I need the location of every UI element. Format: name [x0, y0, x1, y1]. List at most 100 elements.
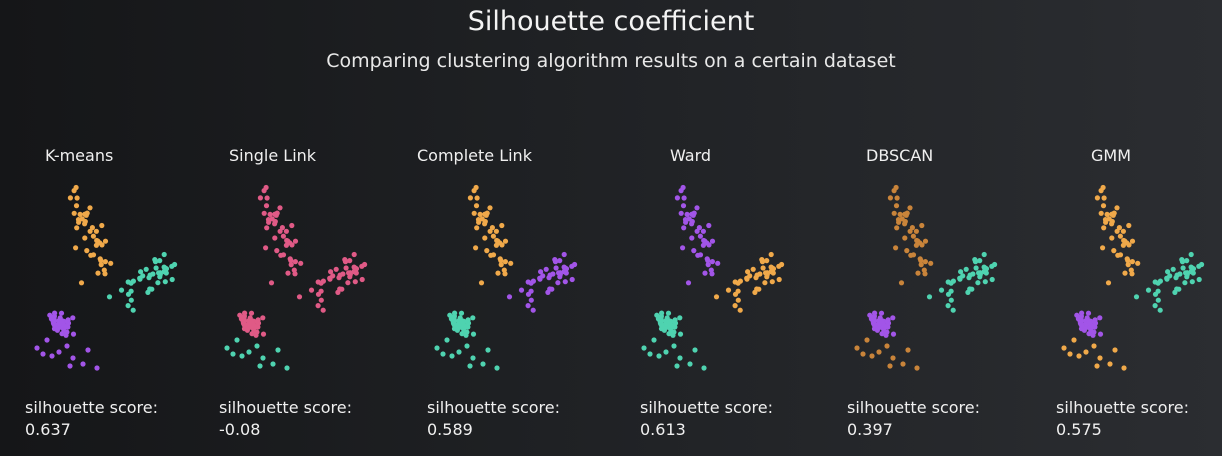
scatter-point [685, 280, 692, 286]
scatter-point [569, 276, 575, 283]
scatter-point [677, 315, 683, 321]
scatter-point [1199, 261, 1205, 268]
scatter-point [467, 195, 473, 201]
scatter-point [470, 331, 477, 337]
scatter-point [1114, 228, 1120, 234]
panel-title: GMM [1091, 146, 1132, 165]
scatter-point [161, 251, 167, 258]
scatter-point [1114, 205, 1120, 211]
scatter-point [52, 323, 58, 329]
scatter-point [318, 297, 324, 303]
scatter-point [74, 195, 80, 201]
scatter-point [1152, 303, 1158, 309]
scatter-point [674, 363, 680, 369]
scatter-point [654, 312, 660, 318]
scatter-point [885, 317, 891, 323]
scatter-point [98, 262, 104, 268]
scatter-point [172, 261, 178, 268]
scatter-point [1101, 225, 1107, 231]
scatter-point [914, 237, 920, 244]
scatter-point [241, 318, 248, 324]
scatter-point [162, 279, 168, 285]
scatter-point [474, 225, 480, 231]
score-block: silhouette score: 0.397 [847, 397, 980, 441]
scatter-point [40, 351, 46, 357]
scatter-point [506, 294, 513, 300]
scatter-point [902, 218, 908, 225]
scatter-point [680, 203, 687, 209]
scatter-point [474, 195, 480, 201]
scatter-point [56, 349, 62, 355]
scatter-point [915, 270, 921, 276]
scatter-point [709, 259, 715, 265]
scatter-point [477, 211, 483, 217]
scatter-point [1100, 245, 1106, 251]
scatter-point [147, 286, 153, 292]
scatter-point [289, 222, 295, 229]
scatter-point [681, 195, 687, 201]
scatter-point [692, 347, 698, 353]
scatter-point [1085, 310, 1092, 316]
scatter-point [249, 318, 255, 324]
scatter-point [308, 287, 315, 293]
scatter-point [73, 184, 79, 191]
scatter-point [651, 337, 657, 343]
score-value: 0.589 [427, 420, 473, 439]
scatter-point [224, 345, 230, 351]
scatter-point [90, 233, 96, 239]
score-label: silhouette score: [1056, 398, 1189, 417]
scatter-point [1117, 233, 1123, 239]
scatter-point [893, 203, 900, 209]
scatter-point [464, 329, 470, 335]
scatter-point [735, 288, 741, 294]
scatter-point [908, 252, 914, 258]
scatter-point [708, 267, 714, 273]
scatter-point [763, 270, 769, 276]
scatter-point [292, 259, 298, 265]
scatter-point [494, 237, 500, 244]
scatter-point [34, 345, 40, 351]
score-block: silhouette score: 0.613 [640, 397, 773, 441]
scatter-point [156, 270, 162, 276]
scatter-point [983, 266, 990, 272]
scatter-point [1076, 353, 1082, 359]
scatter-point [975, 280, 981, 286]
scatter-point [351, 251, 357, 258]
scatter-point [732, 303, 738, 309]
scatter-point [70, 331, 77, 337]
scatter-point [1086, 318, 1092, 324]
scatter-point [118, 287, 125, 293]
score-value: 0.575 [1056, 420, 1102, 439]
scatter-point [284, 365, 290, 371]
scatter-point [1155, 288, 1161, 294]
scatter-point [556, 270, 562, 276]
scatter-point [254, 343, 260, 349]
scatter-point [919, 222, 925, 229]
scatter-point [938, 287, 945, 293]
scatter-point [562, 279, 568, 285]
scatter-point [563, 266, 570, 272]
scatter-point [1164, 276, 1170, 282]
scatter-point [702, 270, 708, 276]
score-value: -0.08 [219, 420, 261, 439]
scatter-point [242, 323, 248, 329]
score-block: silhouette score: -0.08 [219, 397, 352, 441]
scatter-point [680, 245, 686, 251]
scatter-point [473, 184, 479, 191]
scatter-point [1110, 212, 1116, 218]
scatter-point [292, 238, 299, 244]
scatter-point [277, 205, 283, 211]
scatter-point [482, 235, 488, 241]
scatter-point [471, 210, 477, 216]
scatter-point [963, 266, 969, 272]
scatter-point [155, 280, 161, 286]
scatter-point [1165, 269, 1171, 275]
panel-title: DBSCAN [866, 146, 934, 165]
scatter-point [270, 361, 276, 367]
scatter-point [318, 280, 324, 286]
scatter-point [674, 195, 680, 201]
scatter-point [687, 361, 693, 367]
scatter-point [1074, 312, 1080, 318]
scatter-point [518, 287, 525, 293]
scatter-point [1174, 286, 1180, 292]
